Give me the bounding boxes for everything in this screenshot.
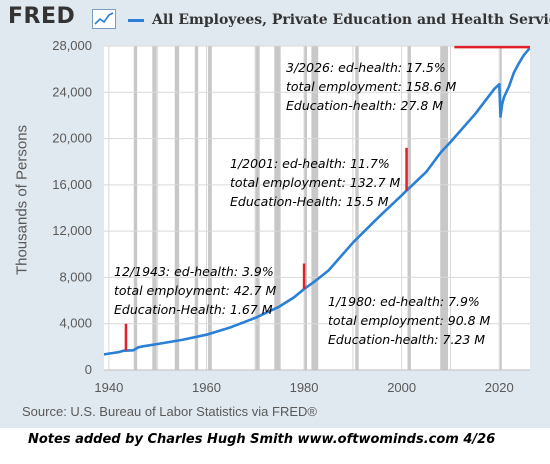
recession-band <box>133 46 138 370</box>
x-tick-label: 1960 <box>192 380 221 395</box>
y-tick-label: 8,000 <box>59 269 92 284</box>
y-tick-label: 28,000 <box>52 38 92 53</box>
chart-legend: All Employees, Private Education and Hea… <box>128 10 550 30</box>
annotation-line: total employment: 158.6 M <box>286 79 457 94</box>
chart-frame: FRED All Employees, Private Education an… <box>0 0 550 428</box>
recession-band <box>440 46 449 370</box>
annotation-line: 1/2001: ed-health: 11.7% <box>230 156 390 171</box>
x-tick-label: 2000 <box>387 380 416 395</box>
recession-band <box>407 46 411 370</box>
series-title: All Employees, Private Education and Hea… <box>152 12 550 28</box>
annotation-line: 12/1943: ed-health: 3.9% <box>114 264 274 279</box>
recession-band <box>174 46 180 370</box>
recession-band <box>311 46 319 370</box>
annotation-line: total employment: 90.8 M <box>328 313 491 328</box>
y-tick-label: 0 <box>85 362 92 377</box>
recession-band <box>274 46 281 370</box>
recession-band <box>304 46 307 370</box>
recession-band <box>499 46 502 370</box>
annotation-line: Education-Health: 1.67 M <box>114 302 273 317</box>
y-tick-label: 4,000 <box>59 316 92 331</box>
y-axis-label: Thousands of Persons <box>13 124 31 276</box>
annotation-line: Education-Health: 15.5 M <box>230 194 389 209</box>
trend-line-icon <box>92 9 116 29</box>
recession-band <box>152 46 157 370</box>
source-note: Source: U.S. Bureau of Labor Statistics … <box>22 404 317 419</box>
annotation-line: Education-health: 27.8 M <box>286 98 443 113</box>
annotation-line: Education-health: 7.23 M <box>328 332 485 347</box>
x-tick-label: 1980 <box>290 380 319 395</box>
y-tick-label: 12,000 <box>52 223 92 238</box>
y-tick-label: 20,000 <box>52 131 92 146</box>
legend-swatch <box>128 18 144 22</box>
x-tick-label: 1940 <box>94 380 123 395</box>
annotation-line: total employment: 42.7 M <box>114 283 277 298</box>
x-tick-label: 2020 <box>485 380 514 395</box>
recession-band <box>207 46 212 370</box>
y-tick-label: 24,000 <box>52 84 92 99</box>
annotation-line: 1/1980: ed-health: 7.9% <box>328 294 480 309</box>
author-notes: Notes added by Charles Hugh Smith www.of… <box>28 432 496 447</box>
recession-band <box>355 46 359 370</box>
plot-area: 0 4,000 8,000 12,000 16,000 20,000 24,000 28,00… <box>52 38 531 395</box>
fred-logo: FRED <box>8 4 76 29</box>
annotation-line: 3/2026: ed-health: 17.5% <box>286 60 446 75</box>
annotation-line: total employment: 132.7 M <box>230 175 401 190</box>
series-line <box>103 47 531 356</box>
recession-band <box>194 46 199 370</box>
y-tick-label: 16,000 <box>52 177 92 192</box>
recession-band <box>254 46 260 370</box>
